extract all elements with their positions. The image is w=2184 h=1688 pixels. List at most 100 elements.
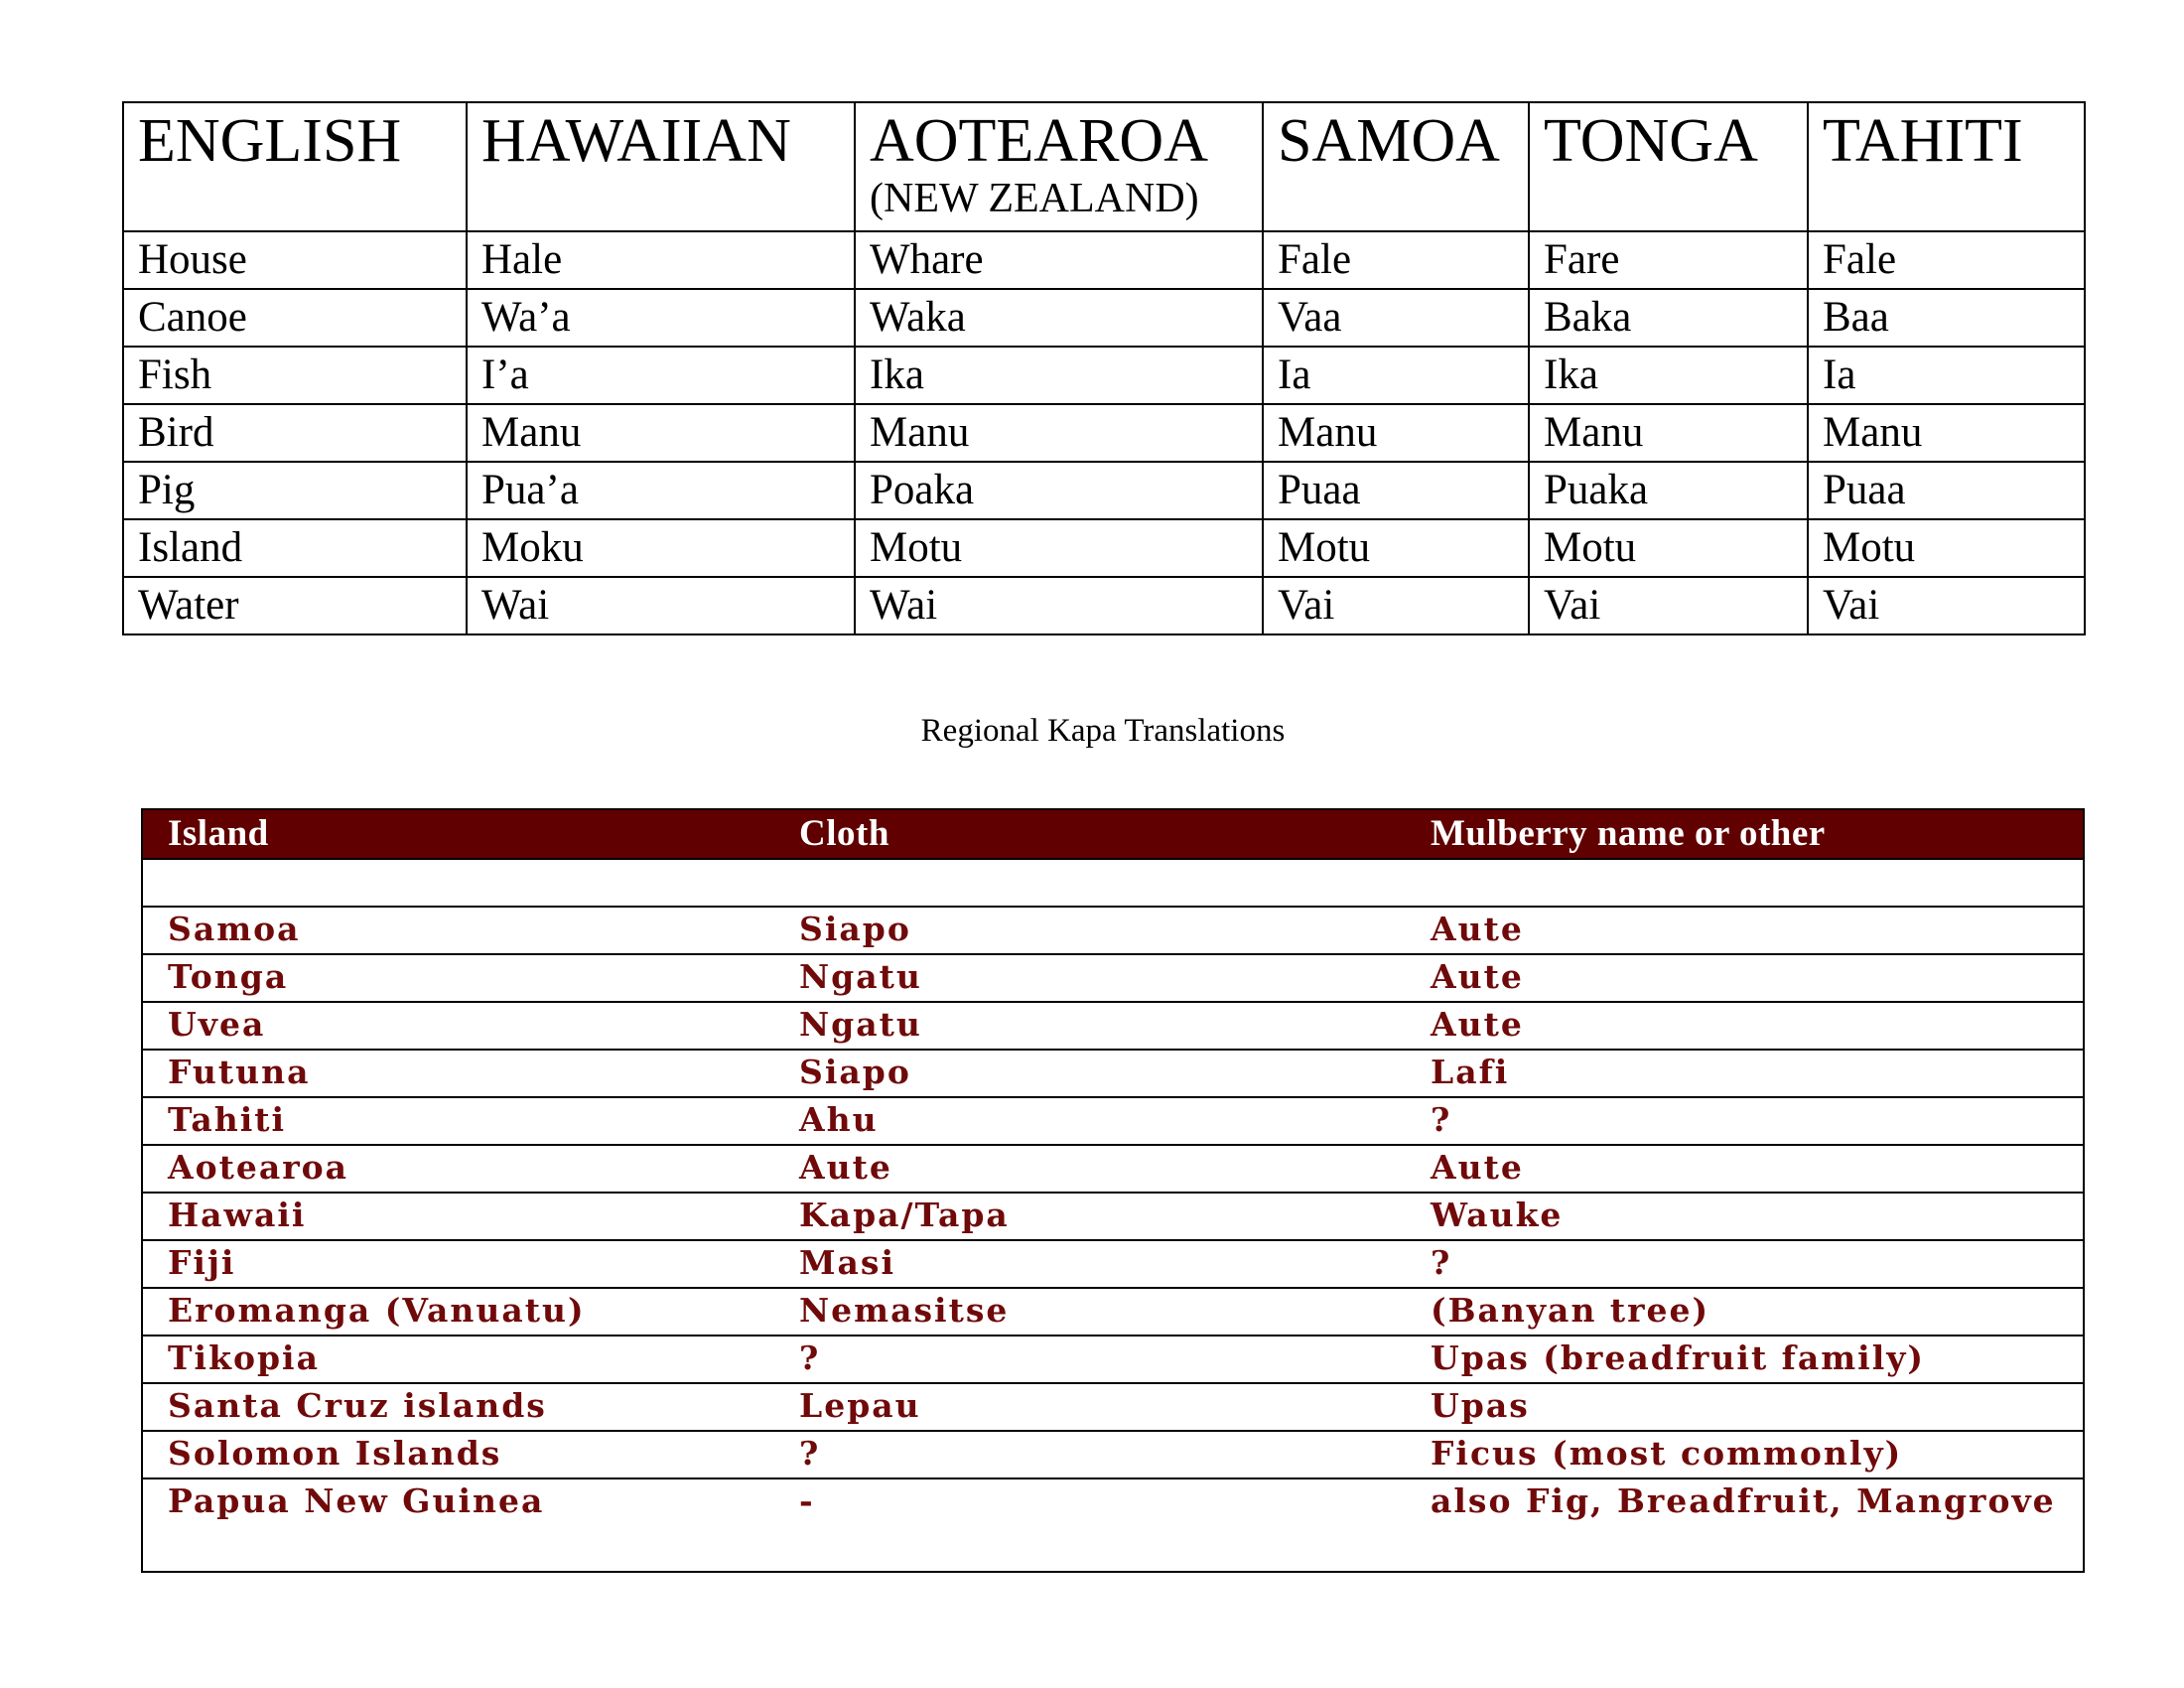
cloth-cell: Ngatu [774, 1001, 1406, 1050]
island-cell: Tahiti [142, 1096, 774, 1145]
island-cell: Fiji [142, 1239, 774, 1288]
mulberry-cell: Upas (breadfruit family) [1406, 1335, 2084, 1383]
header-english: ENGLISH [122, 101, 468, 232]
kapa-row: Papua New Guinea - also Fig, Breadfruit, M… [142, 1477, 2084, 1572]
vocab-cell: Hale [466, 230, 856, 290]
vocab-cell: Puaka [1528, 461, 1809, 520]
cloth-cell: ? [774, 1430, 1406, 1478]
vocab-cell: Pig [122, 461, 468, 520]
cloth-cell: Siapo [774, 1049, 1406, 1097]
vocab-cell: Ia [1807, 346, 2086, 405]
vocab-cell: Bird [122, 403, 468, 463]
island-cell: Papua New Guinea [142, 1477, 774, 1572]
header-tonga: TONGA [1528, 101, 1809, 232]
vocab-row: Canoe Wa’a Waka Vaa Baka Baa [122, 288, 2086, 348]
cloth-cell: Kapa/Tapa [774, 1192, 1406, 1240]
vocab-cell: Vai [1528, 576, 1809, 635]
vocab-cell: Baa [1807, 288, 2086, 348]
island-cell: Uvea [142, 1001, 774, 1050]
kapa-table: Island Cloth Mulberry name or other Samo… [141, 808, 2085, 1573]
kapa-row: Samoa Siapo Aute [142, 906, 2084, 954]
vocab-row: Pig Pua’a Poaka Puaa Puaka Puaa [122, 461, 2086, 520]
vocab-cell: Fare [1528, 230, 1809, 290]
header-cloth: Cloth [774, 809, 1406, 859]
mulberry-cell: Ficus (most commonly) [1406, 1430, 2084, 1478]
vocab-cell: Wai [466, 576, 856, 635]
vocab-cell: Whare [854, 230, 1264, 290]
mulberry-cell: ? [1406, 1096, 2084, 1145]
cloth-cell: Ahu [774, 1096, 1406, 1145]
vocab-cell: Ia [1262, 346, 1530, 405]
header-aotearoa: AOTEAROA (NEW ZEALAND) [854, 101, 1264, 232]
vocab-cell: Motu [1262, 518, 1530, 578]
header-label: TONGA [1544, 107, 1758, 175]
vocab-cell: Ika [1528, 346, 1809, 405]
mulberry-cell: Upas [1406, 1382, 2084, 1431]
header-label: HAWAIIAN [481, 107, 791, 175]
cloth-cell: Nemasitse [774, 1287, 1406, 1336]
vocab-cell: Wai [854, 576, 1264, 635]
header-label: SAMOA [1278, 107, 1500, 175]
vocab-cell: Puaa [1262, 461, 1530, 520]
vocab-cell: Motu [1807, 518, 2086, 578]
mulberry-cell: ? [1406, 1239, 2084, 1288]
vocab-cell: Motu [1528, 518, 1809, 578]
vocab-row: House Hale Whare Fale Fare Fale [122, 230, 2086, 290]
vocab-cell: Manu [466, 403, 856, 463]
vocab-cell: Manu [1807, 403, 2086, 463]
header-samoa: SAMOA [1262, 101, 1530, 232]
vocab-cell: Moku [466, 518, 856, 578]
vocab-row: Water Wai Wai Vai Vai Vai [122, 576, 2086, 635]
vocab-cell: Manu [1528, 403, 1809, 463]
kapa-row: Tikopia? Upas (breadfruit family) [142, 1335, 2084, 1383]
cloth-cell: Aute [774, 1144, 1406, 1193]
cloth-cell: Masi [774, 1239, 1406, 1288]
vocab-cell: Waka [854, 288, 1264, 348]
vocab-cell: Puaa [1807, 461, 2086, 520]
vocabulary-table: ENGLISH HAWAIIAN AOTEAROA (NEW ZEALAND) S… [122, 101, 2086, 635]
kapa-row: Eromanga (Vanuatu) Nemasitse (Banyan tree) [142, 1287, 2084, 1336]
header-label: AOTEAROA [870, 107, 1208, 175]
vocab-cell: Manu [854, 403, 1264, 463]
mulberry-cell: Aute [1406, 906, 2084, 954]
vocab-cell: Pua’a [466, 461, 856, 520]
island-cell: Hawaii [142, 1192, 774, 1240]
kapa-row: Hawaii Kapa/Tapa Wauke [142, 1192, 2084, 1240]
blank-row [142, 858, 2084, 907]
kapa-row: Solomon Islands? Ficus (most commonly) [142, 1430, 2084, 1478]
island-cell: Solomon Islands [142, 1430, 774, 1478]
kapa-row: Aotearoa Aute Aute [142, 1144, 2084, 1193]
kapa-header-row: Island Cloth Mulberry name or other [142, 809, 2084, 859]
vocab-cell: Fale [1262, 230, 1530, 290]
vocab-cell: Wa’a [466, 288, 856, 348]
header-subtitle: (NEW ZEALAND) [870, 176, 1199, 221]
mulberry-cell: Aute [1406, 1144, 2084, 1193]
vocab-cell: Ika [854, 346, 1264, 405]
mulberry-cell: Lafi [1406, 1049, 2084, 1097]
kapa-row: Uvea Ngatu Aute [142, 1001, 2084, 1050]
kapa-row: Futuna Siapo Lafi [142, 1049, 2084, 1097]
header-tahiti: TAHITI [1807, 101, 2086, 232]
island-cell: Eromanga (Vanuatu) [142, 1287, 774, 1336]
cloth-cell: Siapo [774, 906, 1406, 954]
island-cell: Santa Cruz islands [142, 1382, 774, 1431]
kapa-row: Tonga Ngatu Aute [142, 953, 2084, 1002]
island-cell: Tonga [142, 953, 774, 1002]
vocab-cell: House [122, 230, 468, 290]
kapa-table-title: Regional Kapa Translations [920, 713, 1286, 749]
vocab-cell: Vai [1262, 576, 1530, 635]
vocab-cell: Fale [1807, 230, 2086, 290]
mulberry-cell: Aute [1406, 953, 2084, 1002]
vocab-cell: Canoe [122, 288, 468, 348]
mulberry-cell: also Fig, Breadfruit, Mangrove [1406, 1477, 2084, 1572]
vocab-row: Fish I’a Ika Ia Ika Ia [122, 346, 2086, 405]
cloth-cell: - [774, 1477, 1406, 1572]
island-cell: Samoa [142, 906, 774, 954]
vocab-cell: Vaa [1262, 288, 1530, 348]
island-cell: Tikopia [142, 1335, 774, 1383]
vocab-cell: I’a [466, 346, 856, 405]
cloth-cell: Ngatu [774, 953, 1406, 1002]
vocab-row: Island Moku Motu Motu Motu Motu [122, 518, 2086, 578]
vocab-header-row: ENGLISH HAWAIIAN AOTEAROA (NEW ZEALAND) S… [122, 101, 2086, 232]
island-cell: Aotearoa [142, 1144, 774, 1193]
